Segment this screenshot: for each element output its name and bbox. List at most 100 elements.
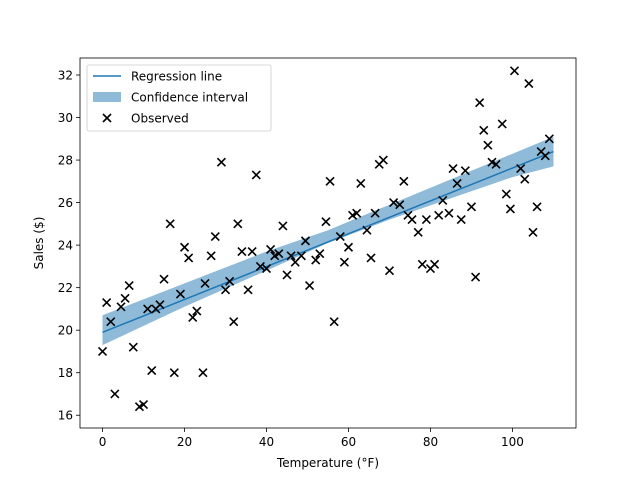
observed-point [243,285,253,295]
x-tick-label: 60 [341,435,356,449]
observed-point [329,317,339,327]
observed-point [179,242,190,252]
observed-point [339,257,349,267]
x-tick-label: 0 [99,435,107,449]
observed-point [384,266,395,276]
observed-point [362,225,372,235]
observed-point [192,306,202,316]
observed-point [282,270,292,280]
observed-point [116,302,126,312]
observed-point [128,342,138,352]
observed-point [497,119,507,129]
observed-point [475,98,485,108]
y-tick-label: 20 [58,324,73,338]
observed-point [356,178,366,189]
observed-point [483,140,493,150]
observed-point [251,170,261,180]
y-tick-label: 26 [58,196,73,210]
y-axis-ticks: 16 18 20 22 24 26 28 30 32 [58,69,80,423]
observed-point [155,300,165,310]
observed-point [460,166,470,176]
observed-point [296,251,306,261]
observed-point [444,208,454,218]
observed-point [413,227,423,237]
observed-point [501,189,511,199]
observed-point [210,232,220,242]
x-axis-label: Temperature (°F) [276,456,379,470]
observed-point [540,151,550,161]
observed-point [370,208,380,218]
observed-point [395,200,405,210]
observed-point [266,244,276,254]
y-tick-label: 30 [58,111,73,125]
observed-point [430,259,440,269]
legend-marker-swatch [102,113,112,123]
observed-point [233,219,243,229]
observed-point [261,263,272,274]
observed-point [452,178,462,189]
observed-point [97,346,108,357]
observed-point [278,221,288,231]
x-tick-label: 80 [423,435,438,449]
observed-point [102,297,112,308]
observed-point [247,246,257,257]
observed-point [120,293,130,303]
observed-point [169,368,179,378]
observed-point [229,317,239,327]
observed-point [300,236,311,246]
observed-point [206,251,216,261]
observed-point [138,400,149,410]
legend: Regression line Confidence interval Obse… [86,64,272,132]
legend-band-swatch [93,92,121,102]
observed-point [165,219,175,229]
observed-point [106,317,116,327]
observed-point [399,176,409,186]
confidence-interval-band [102,136,554,346]
observed-point [286,251,296,261]
observed-point [520,174,530,184]
observed-point [417,259,427,269]
observed-point [225,276,235,286]
observed-points [97,66,554,412]
observed-point [448,164,458,174]
y-tick-label: 32 [58,69,73,83]
observed-point [255,261,265,271]
observed-point [321,217,331,227]
observed-point [479,125,489,135]
observed-point [456,215,466,225]
observed-point [421,215,431,225]
observed-point [471,272,481,282]
observed-point [378,155,388,165]
y-tick-label: 18 [58,366,73,380]
observed-point [343,242,354,252]
observed-point [389,198,399,208]
legend-frame [86,64,272,132]
observed-point [528,227,538,237]
x-tick-label: 100 [501,435,524,449]
observed-point [159,274,169,284]
observed-point [188,312,198,322]
y-tick-label: 28 [58,154,73,168]
observed-point [304,280,315,291]
observed-point [216,157,226,167]
x-tick-label: 20 [177,435,192,449]
x-tick-label: 40 [259,435,274,449]
y-tick-label: 16 [58,409,73,423]
observed-point [509,66,520,76]
y-axis-label: Sales ($) [32,217,46,270]
legend-label-observed: Observed [131,112,189,126]
plot-area [97,66,554,412]
observed-point [544,134,554,144]
y-tick-label: 24 [58,239,73,253]
observed-point [311,255,321,265]
observed-point [325,176,335,186]
x-axis-ticks: 0 20 40 60 80 100 [99,428,524,449]
legend-label-confidence: Confidence interval [131,91,248,105]
observed-point [184,253,194,263]
legend-label-regression: Regression line [131,70,222,84]
regression-line [102,150,554,334]
observed-point [505,204,515,214]
observed-point [407,215,417,225]
observed-point [110,389,120,399]
observed-point [175,289,185,299]
